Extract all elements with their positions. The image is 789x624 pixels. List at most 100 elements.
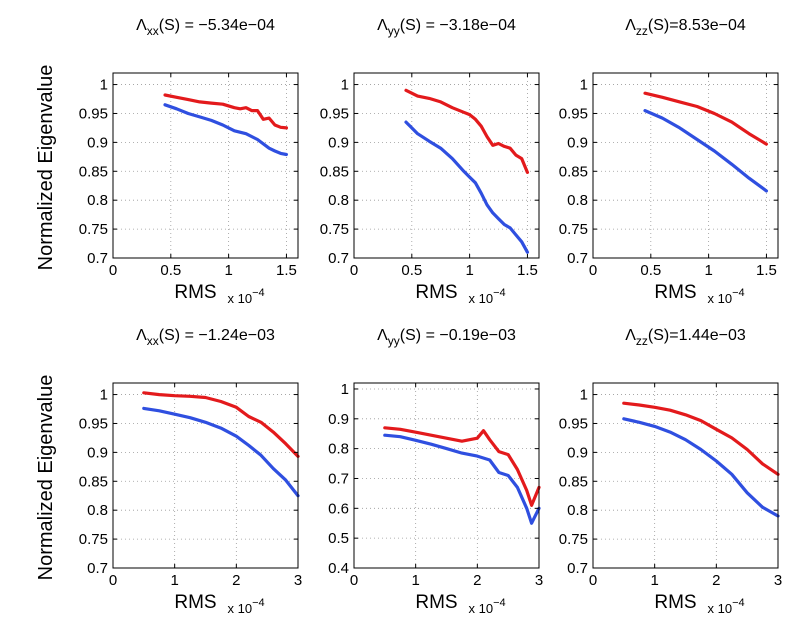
x-tick-label: 0 xyxy=(350,262,358,279)
title-subscript: xx xyxy=(147,334,159,348)
series-line-red xyxy=(404,88,530,174)
series-line-red xyxy=(622,401,780,476)
axes-box xyxy=(592,382,779,569)
multiplier-exponent: −4 xyxy=(732,287,745,299)
title-subscript: yy xyxy=(388,24,400,38)
x-tick-label: 1.5 xyxy=(276,262,297,279)
y-tick-label: 0.75 xyxy=(79,531,108,548)
subplot-5: 0 1 2 3 0.7 0.75 0.8 0.85 0.9 0.95 1 RMS x 10−4 Λzz(S… xyxy=(559,327,782,616)
y-tick-label: 0.85 xyxy=(320,163,349,180)
x-tick-label: 0.5 xyxy=(160,262,181,279)
axes-box xyxy=(353,72,540,259)
x-axis-label: RMS xyxy=(415,282,457,303)
subplot-3: 0 1 2 3 0.7 0.75 0.8 0.85 0.9 0.95 1 RMS x 10−4 Λxx(S… xyxy=(79,327,302,616)
title-rest: (S) = −0.19e−03 xyxy=(400,327,516,344)
multiplier-exponent: −4 xyxy=(252,597,265,609)
series-line-blue xyxy=(163,103,288,157)
multiplier-base: x 10 xyxy=(708,291,733,306)
subplot-4: 0 1 2 3 0.4 0.5 0.6 0.7 0.8 0.9 1 RMS x 10−4 Λyy(S) =… xyxy=(328,327,543,616)
x-tick-label: 0 xyxy=(350,572,358,589)
multiplier-exponent: −4 xyxy=(493,597,506,609)
x-axis-multiplier: x 10−4 xyxy=(469,597,506,616)
x-tick-label: 1.5 xyxy=(756,262,777,279)
x-tick-label: 1 xyxy=(704,262,712,279)
x-tick-label: 1.5 xyxy=(517,262,538,279)
multiplier-base: x 10 xyxy=(228,601,253,616)
x-axis-multiplier: x 10−4 xyxy=(228,597,265,616)
y-tick-label: 1 xyxy=(580,387,588,404)
title-subscript: zz xyxy=(636,24,648,38)
y-tick-label: 0.95 xyxy=(559,105,588,122)
y-tick-label: 0.8 xyxy=(87,502,108,519)
y-tick-label: 1 xyxy=(341,381,349,398)
series-line-red xyxy=(643,91,769,146)
y-tick-label: 0.7 xyxy=(567,560,588,577)
subplot-title: Λxx(S) = −1.24e−03 xyxy=(136,327,275,348)
x-axis-label: RMS xyxy=(654,592,696,613)
series-line-blue xyxy=(622,417,780,518)
y-tick-label: 0.85 xyxy=(559,473,588,490)
y-tick-label: 0.8 xyxy=(328,441,349,458)
x-axis-multiplier: x 10−4 xyxy=(228,287,265,306)
x-axis-label: RMS xyxy=(174,282,216,303)
x-axis-label: RMS xyxy=(415,592,457,613)
y-axis-label-row-0: Normalized Eigenvalue xyxy=(35,65,57,271)
y-tick-label: 0.75 xyxy=(320,221,349,238)
title-symbol: Λ xyxy=(625,17,636,34)
x-tick-label: 3 xyxy=(294,572,302,589)
x-axis-label: RMS xyxy=(654,282,696,303)
x-tick-label: 2 xyxy=(473,572,481,589)
y-tick-label: 0.7 xyxy=(328,250,349,267)
y-axis-label-row-1: Normalized Eigenvalue xyxy=(35,375,57,581)
x-tick-label: 0.5 xyxy=(640,262,661,279)
y-tick-label: 0.5 xyxy=(328,530,349,547)
subplot-title: Λyy(S) = −3.18e−04 xyxy=(377,17,516,38)
title-symbol: Λ xyxy=(136,17,147,34)
title-rest: (S) = −1.24e−03 xyxy=(159,327,275,344)
x-tick-label: 1 xyxy=(170,572,178,589)
series-line-blue xyxy=(404,120,530,254)
title-subscript: zz xyxy=(636,334,648,348)
x-axis-multiplier: x 10−4 xyxy=(708,287,745,306)
y-tick-label: 0.75 xyxy=(559,531,588,548)
y-tick-label: 1 xyxy=(341,77,349,94)
x-tick-label: 3 xyxy=(535,572,543,589)
y-tick-label: 0.8 xyxy=(567,192,588,209)
title-rest: (S)=1.44e−03 xyxy=(648,327,746,344)
title-symbol: Λ xyxy=(377,327,388,344)
subplot-title: Λxx(S) = −5.34e−04 xyxy=(136,17,275,38)
y-tick-label: 0.7 xyxy=(328,470,349,487)
subplot-title: Λyy(S) = −0.19e−03 xyxy=(377,327,516,348)
y-tick-label: 0.9 xyxy=(567,134,588,151)
x-tick-label: 2 xyxy=(232,572,240,589)
x-tick-label: 2 xyxy=(712,572,720,589)
y-tick-label: 0.7 xyxy=(87,250,108,267)
multiplier-base: x 10 xyxy=(708,601,733,616)
y-tick-label: 0.8 xyxy=(87,192,108,209)
axes-box xyxy=(592,72,779,259)
title-rest: (S) = −5.34e−04 xyxy=(159,17,275,34)
y-tick-label: 0.85 xyxy=(559,163,588,180)
title-symbol: Λ xyxy=(136,327,147,344)
y-tick-label: 0.4 xyxy=(328,560,349,577)
y-tick-label: 0.75 xyxy=(559,221,588,238)
x-tick-label: 1 xyxy=(224,262,232,279)
x-tick-label: 0 xyxy=(109,262,117,279)
subplot-0: 0 0.5 1 1.5 0.7 0.75 0.8 0.85 0.9 0.95 1 RMS x 10−4 Λ… xyxy=(79,17,299,306)
series-line-blue xyxy=(643,108,769,193)
multiplier-exponent: −4 xyxy=(493,287,506,299)
x-axis-multiplier: x 10−4 xyxy=(708,597,745,616)
y-tick-label: 0.6 xyxy=(328,500,349,517)
title-symbol: Λ xyxy=(377,17,388,34)
y-tick-label: 0.95 xyxy=(559,415,588,432)
multiplier-base: x 10 xyxy=(228,291,253,306)
title-rest: (S)=8.53e−04 xyxy=(648,17,746,34)
y-tick-label: 0.9 xyxy=(328,134,349,151)
y-tick-label: 0.85 xyxy=(79,163,108,180)
y-tick-label: 0.75 xyxy=(79,221,108,238)
x-tick-label: 0 xyxy=(589,572,597,589)
x-tick-label: 0 xyxy=(109,572,117,589)
y-tick-label: 0.7 xyxy=(567,250,588,267)
